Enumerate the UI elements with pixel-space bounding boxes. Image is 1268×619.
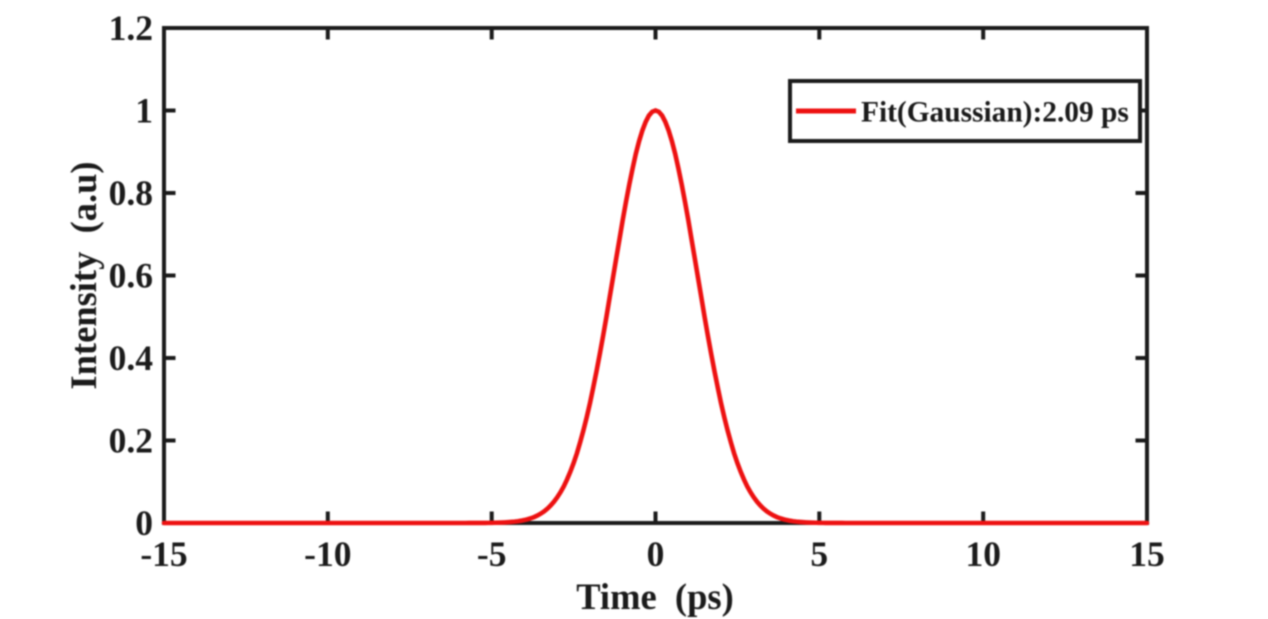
svg-text:1.2: 1.2: [109, 8, 153, 48]
svg-text:0.6: 0.6: [109, 256, 153, 296]
svg-text:0: 0: [647, 534, 665, 574]
svg-text:15: 15: [1129, 534, 1165, 574]
svg-text:1: 1: [135, 91, 153, 131]
svg-text:Time (ps): Time (ps): [576, 576, 734, 617]
svg-text:0.8: 0.8: [109, 173, 153, 213]
svg-text:-15: -15: [140, 534, 187, 574]
svg-text:0.2: 0.2: [109, 421, 153, 461]
svg-text:-10: -10: [304, 534, 351, 574]
svg-text:0.4: 0.4: [109, 338, 154, 378]
svg-text:10: 10: [965, 534, 1001, 574]
svg-text:0: 0: [135, 503, 153, 543]
svg-text:5: 5: [810, 534, 828, 574]
svg-text:Fit(Gaussian):2.09 ps: Fit(Gaussian):2.09 ps: [861, 97, 1129, 129]
svg-text:Intensity (a.u): Intensity (a.u): [63, 161, 104, 389]
svg-text:-5: -5: [477, 534, 507, 574]
